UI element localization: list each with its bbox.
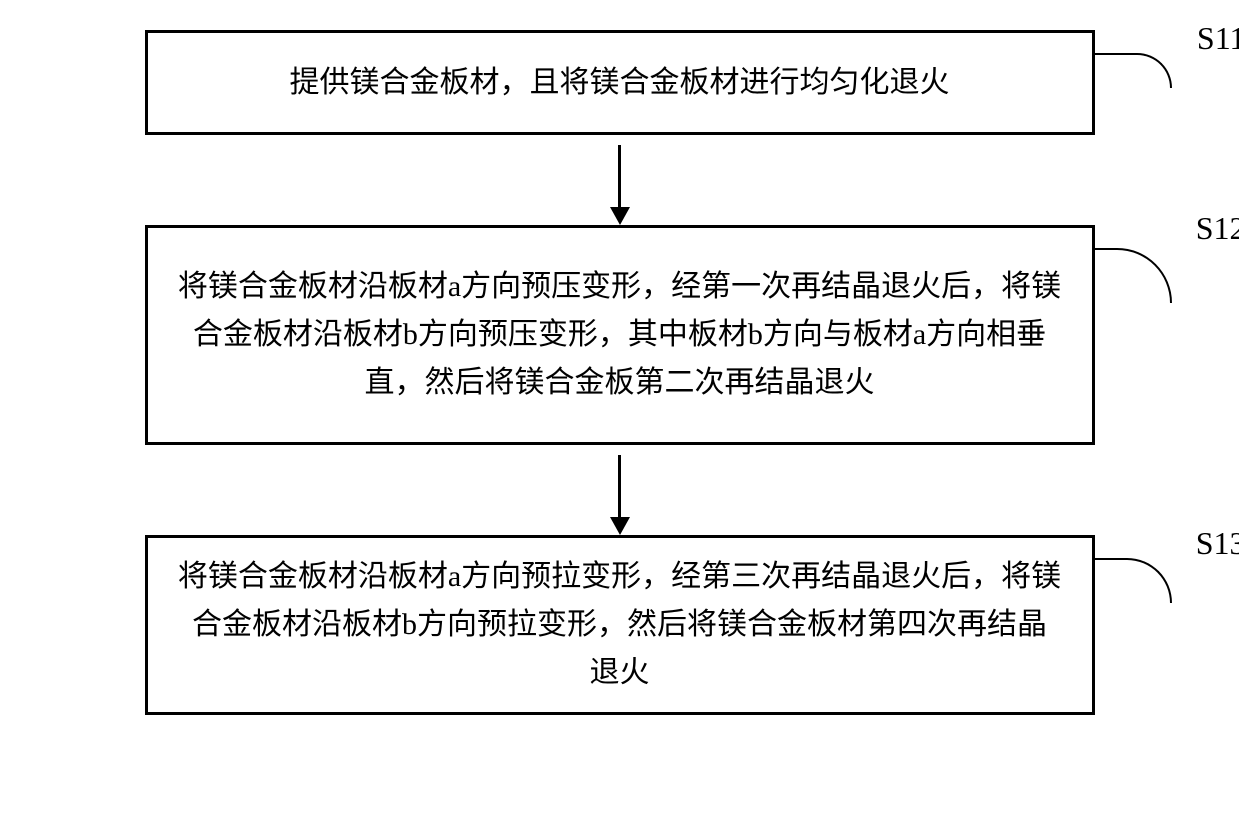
- step-text: 将镁合金板材沿板材a方向预压变形，经第一次再结晶退火后，将镁合金板材沿板材b方向…: [178, 263, 1062, 407]
- label-connector: [1092, 53, 1172, 88]
- process-flowchart: 提供镁合金板材，且将镁合金板材进行均匀化退火 S110 将镁合金板材沿板材a方向…: [70, 30, 1169, 715]
- step-box-s120: 将镁合金板材沿板材a方向预压变形，经第一次再结晶退火后，将镁合金板材沿板材b方向…: [145, 225, 1095, 445]
- step-label: S110: [1197, 13, 1239, 64]
- arrow-line: [618, 145, 621, 215]
- arrow-line: [618, 455, 621, 525]
- label-connector: [1092, 248, 1172, 303]
- step-box-s110: 提供镁合金板材，且将镁合金板材进行均匀化退火 S110: [145, 30, 1095, 135]
- step-label: S130: [1196, 518, 1239, 569]
- step-label: S120: [1196, 203, 1239, 254]
- arrow-head-icon: [610, 207, 630, 225]
- step-text: 将镁合金板材沿板材a方向预拉变形，经第三次再结晶退火后，将镁合金板材沿板材b方向…: [178, 553, 1062, 697]
- label-connector: [1092, 558, 1172, 603]
- step-box-s130: 将镁合金板材沿板材a方向预拉变形，经第三次再结晶退火后，将镁合金板材沿板材b方向…: [145, 535, 1095, 715]
- arrow-s120-s130: [618, 445, 621, 535]
- step-text: 提供镁合金板材，且将镁合金板材进行均匀化退火: [290, 59, 950, 107]
- arrow-head-icon: [610, 517, 630, 535]
- arrow-s110-s120: [618, 135, 621, 225]
